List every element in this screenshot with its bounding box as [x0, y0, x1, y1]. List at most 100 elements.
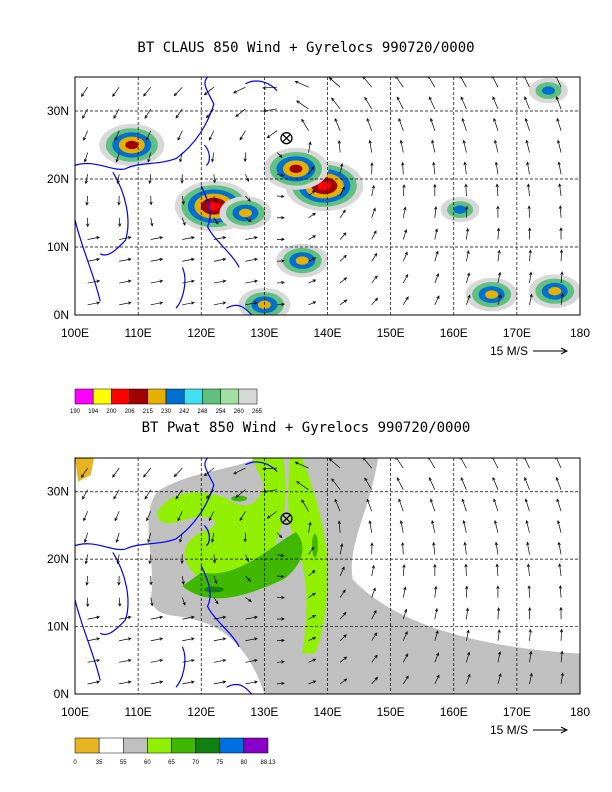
wind-arrow: [245, 257, 258, 262]
wind-arrow: [496, 205, 500, 218]
wind-arrow: [119, 236, 132, 240]
wind-arrow: [203, 86, 215, 96]
wind-arrow: [339, 186, 345, 197]
wind-arrow: [371, 230, 377, 240]
wind-arrow: [115, 152, 120, 163]
wind-arrow: [402, 273, 409, 284]
wind-arrow: [114, 130, 120, 141]
wind-arrow: [301, 118, 309, 131]
wind-arrow: [308, 592, 316, 598]
wind-arrow: [559, 606, 563, 620]
colorbar-label: 265: [252, 409, 263, 415]
x-tick-label: 110E: [125, 326, 152, 340]
wind-arrow: [143, 467, 152, 478]
x-tick-label: 150E: [377, 326, 405, 340]
wind-arrow: [245, 174, 250, 182]
wind-arrow: [112, 467, 120, 478]
wind-arrow: [294, 461, 309, 469]
map-panel-1: 100E 110E 120E 130E 140E 150E 160E 170E 180 0N 10N…: [47, 457, 590, 766]
wind-arrow: [465, 227, 470, 240]
wind-arrow: [177, 511, 183, 522]
wind-arrow: [182, 615, 195, 620]
wind-arrow: [402, 564, 406, 577]
wind-arrow: [113, 489, 120, 500]
wind-arrow: [262, 489, 278, 494]
wind-arrow: [119, 257, 132, 262]
wind-arrow: [119, 301, 132, 306]
wind-arrow: [371, 207, 376, 218]
wind-arrow: [213, 301, 227, 306]
wind-arrow: [301, 499, 309, 512]
wind-arrow: [402, 675, 409, 685]
wind-arrow: [266, 510, 278, 519]
wind-arrow: [296, 481, 309, 490]
wind-arrow: [262, 108, 278, 113]
colorbar-cell: [202, 388, 221, 405]
wind-arrow: [243, 152, 247, 163]
pwat-mid-green: [182, 532, 303, 599]
reference-vector-arrow: [533, 347, 569, 355]
coastline: [75, 458, 278, 694]
wind-arrow: [399, 520, 404, 533]
wind-arrow: [177, 130, 183, 141]
bt-contour-0-4: [125, 140, 139, 150]
wind-arrow: [337, 139, 341, 153]
wind-arrow: [87, 279, 101, 284]
wind-arrow: [339, 634, 347, 641]
wind-arrow: [529, 650, 533, 663]
wind-arrow: [434, 607, 439, 620]
wind-arrow: [493, 117, 499, 131]
map-field: [75, 458, 580, 694]
wind-arrow: [466, 272, 471, 284]
reference-vector-label: 15 M/S: [490, 344, 528, 358]
wind-arrow: [308, 658, 317, 663]
wind-arrow: [276, 237, 285, 241]
map-panel-0: 100E 110E 120E 130E 140E 150E 160E 170E 180 0N 10N…: [47, 76, 590, 415]
coastline: [75, 77, 278, 315]
wind-arrow: [463, 541, 467, 555]
wind-arrow: [434, 674, 440, 685]
wind-vectors: [81, 458, 564, 686]
colorbar-label: 0: [73, 760, 77, 766]
wind-arrow: [182, 637, 195, 642]
wind-arrow: [370, 542, 374, 555]
colorbar-label: 230: [161, 409, 172, 415]
wind-arrow: [339, 163, 344, 175]
wind-arrow: [87, 257, 101, 262]
wind-arrow: [559, 249, 564, 262]
wind-arrow: [526, 541, 530, 555]
y-tick-label: 0N: [54, 308, 69, 322]
wind-arrow: [245, 554, 250, 563]
gyre-location-marker: [280, 512, 293, 525]
bt-contour-8-3: [485, 290, 499, 299]
colorbar: 190 194 200 206 215 230 242 248 254 260 265: [70, 388, 263, 415]
wind-arrow: [524, 96, 530, 110]
colorbar-cell: [183, 388, 203, 405]
colorbar-label: 242: [179, 409, 190, 415]
colorbar-label: 254: [216, 409, 227, 415]
wind-arrow: [276, 681, 285, 686]
wind-arrow: [368, 520, 373, 533]
wind-arrow: [339, 566, 345, 577]
y-tick-label: 30N: [47, 485, 69, 499]
wind-arrow: [175, 108, 183, 119]
wind-arrow: [146, 511, 152, 522]
wind-arrow: [497, 271, 502, 284]
wind-arrow: [466, 673, 471, 685]
wind-arrow: [497, 293, 502, 305]
wind-arrow: [150, 658, 164, 663]
wind-arrow: [398, 117, 404, 131]
wind-arrow: [308, 212, 316, 219]
wind-arrow: [245, 680, 258, 685]
gyre-location-marker: [280, 132, 293, 145]
wind-arrow: [179, 152, 183, 163]
bt-contour-7-2: [453, 205, 467, 214]
wind-arrow: [461, 117, 467, 131]
wind-arrow: [114, 511, 120, 522]
wind-arrow: [245, 301, 258, 306]
wind-arrow: [525, 139, 530, 153]
wind-arrow: [266, 130, 278, 139]
x-tick-label: 110E: [125, 705, 152, 719]
x-tick-label: 140E: [313, 705, 341, 719]
wind-arrow: [150, 597, 154, 607]
